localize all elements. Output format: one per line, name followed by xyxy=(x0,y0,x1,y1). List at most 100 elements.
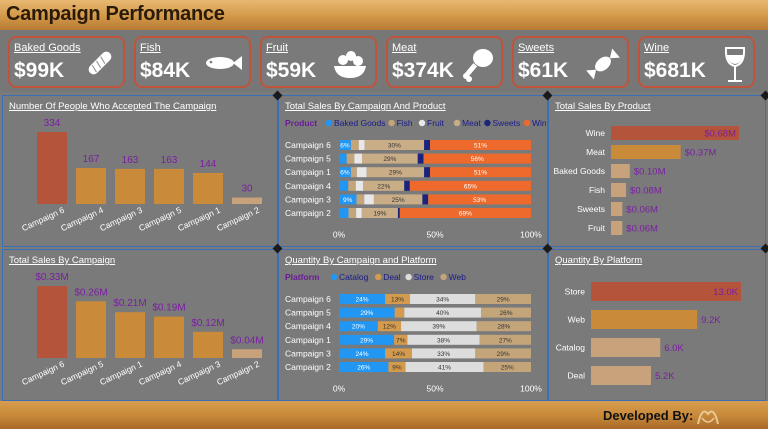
category-label: Campaign 1 xyxy=(285,335,331,345)
sales-campaign-chart: $0.33M Campaign 6 $0.26M Campaign 5 $0.21M Ca… xyxy=(20,272,264,388)
category-label: Campaign 6 xyxy=(20,205,66,234)
category-label: Web xyxy=(568,315,586,325)
legend-marker xyxy=(484,119,491,127)
bar xyxy=(591,366,651,385)
data-label: 24% xyxy=(356,351,369,358)
legend-marker xyxy=(440,273,447,281)
data-label: 9.2K xyxy=(701,315,721,326)
kpi-name: Baked Goods xyxy=(14,42,81,54)
stack-segment xyxy=(355,180,364,191)
stack-segment xyxy=(430,167,531,178)
legend-marker xyxy=(325,119,333,127)
category-label: Campaign 4 xyxy=(137,359,183,388)
legend-marker xyxy=(523,119,531,127)
legend-marker xyxy=(330,273,338,281)
category-label: Campaign 3 xyxy=(98,205,144,234)
bar xyxy=(37,286,67,358)
data-label: 163 xyxy=(161,155,178,166)
stack-segment xyxy=(399,208,531,218)
stack-segment xyxy=(388,362,406,372)
stack-segment xyxy=(354,153,363,164)
chart-title: Total Sales By Campaign xyxy=(9,255,116,266)
data-label: $0.68M xyxy=(704,129,736,140)
kpi-card-sweets[interactable]: Sweets $61K xyxy=(512,36,629,88)
stack-segment xyxy=(364,140,425,150)
bar xyxy=(193,172,223,204)
stack-segment xyxy=(339,153,347,164)
bar xyxy=(611,126,739,140)
category-label: Meat xyxy=(586,147,606,157)
stack-segment xyxy=(339,140,351,150)
kpi-value: $59K xyxy=(266,59,317,82)
stack-segment xyxy=(339,294,386,304)
chart-title: Number Of People Who Accepted The Campai… xyxy=(9,101,217,112)
qty-platform-chart: Store 13.0K Web 9.2K Catalog 6.0K Deal 5.2K xyxy=(556,282,741,385)
data-label: 5.2K xyxy=(655,371,675,382)
legend-label: Wine xyxy=(532,118,546,128)
tick-label: 0% xyxy=(333,230,346,240)
stack-segment xyxy=(404,180,410,191)
data-label: $0.04M xyxy=(230,335,263,346)
data-label: 29% xyxy=(389,170,402,177)
sales-campaign-product-chart: Product Baked Goods Fish Fruit Meat Sweets Win… xyxy=(285,118,546,240)
kpi-card-fish[interactable]: Fish $84K xyxy=(134,36,251,88)
data-label: 29% xyxy=(360,310,373,317)
stack-segment xyxy=(350,167,357,178)
data-label: 25% xyxy=(392,197,405,204)
category-label: Campaign 4 xyxy=(59,205,105,234)
kpi-card-baked-goods[interactable]: Baked Goods $99K xyxy=(8,36,125,88)
bar xyxy=(591,282,741,301)
category-label: Fish xyxy=(589,185,605,195)
data-label: 29% xyxy=(497,351,510,358)
stack-segment xyxy=(385,294,411,304)
stack-segment xyxy=(407,334,480,345)
header-bar: Campaign Performance xyxy=(0,0,768,30)
kpi-card-fruit[interactable]: Fruit $59K xyxy=(260,36,377,88)
stack-segment xyxy=(479,334,531,345)
kpi-name: Fruit xyxy=(266,42,288,54)
bar xyxy=(232,197,262,204)
stack-segment xyxy=(339,167,351,178)
footer-bar: Developed By: xyxy=(0,401,768,429)
stack-segment xyxy=(356,167,367,178)
data-label: 334 xyxy=(44,118,61,129)
bread-icon xyxy=(88,51,112,75)
data-label: 20% xyxy=(352,324,365,331)
kpi-card-wine[interactable]: Wine $681K xyxy=(638,36,755,88)
data-label: 38% xyxy=(437,337,450,344)
category-label: Wine xyxy=(586,128,606,138)
kpi-value: $61K xyxy=(518,59,569,82)
legend-label: Web xyxy=(449,272,467,282)
fruit-bowl-icon xyxy=(334,51,366,78)
stack-segment xyxy=(364,194,374,205)
data-label: $0.06M xyxy=(626,205,658,216)
data-label: 53% xyxy=(473,197,486,204)
stack-segment xyxy=(424,140,431,150)
stack-segment xyxy=(361,208,398,218)
bar xyxy=(591,338,661,357)
bar xyxy=(591,310,698,329)
category-label: Campaign 1 xyxy=(285,167,331,177)
panel-qty-campaign-platform: Quantity By Campaign and Platform Platfo… xyxy=(278,249,548,401)
data-label: 9% xyxy=(392,365,402,372)
fish-icon xyxy=(206,56,242,70)
category-label: Baked Goods xyxy=(553,166,605,176)
panel-accepted: Number Of People Who Accepted The Campai… xyxy=(2,95,278,247)
legend-marker xyxy=(405,273,412,281)
category-label: Campaign 1 xyxy=(98,359,144,388)
stack-segment xyxy=(476,321,531,332)
stack-segment xyxy=(394,307,405,318)
stack-segment xyxy=(424,167,431,178)
data-label: 167 xyxy=(83,154,100,165)
category-label: Campaign 6 xyxy=(285,140,331,150)
category-label: Campaign 4 xyxy=(285,181,331,191)
chart-title: Quantity By Campaign and Platform xyxy=(285,255,437,266)
data-label: 9% xyxy=(343,197,353,204)
category-label: Campaign 5 xyxy=(59,359,105,388)
bar xyxy=(76,301,106,358)
category-label: Campaign 6 xyxy=(20,359,66,388)
bar xyxy=(611,164,630,178)
data-label: 19% xyxy=(373,211,386,218)
stack-segment xyxy=(483,362,531,372)
kpi-card-meat[interactable]: Meat $374K xyxy=(386,36,503,88)
